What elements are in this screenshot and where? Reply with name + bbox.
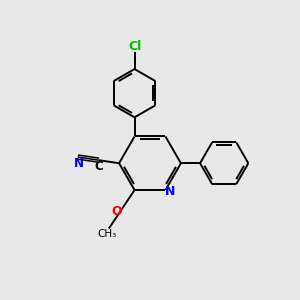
Text: N: N	[164, 185, 175, 198]
Text: CH₃: CH₃	[98, 229, 117, 239]
Text: O: O	[111, 205, 122, 218]
Text: N: N	[74, 157, 84, 170]
Text: Cl: Cl	[128, 40, 141, 53]
Text: C: C	[94, 160, 103, 173]
